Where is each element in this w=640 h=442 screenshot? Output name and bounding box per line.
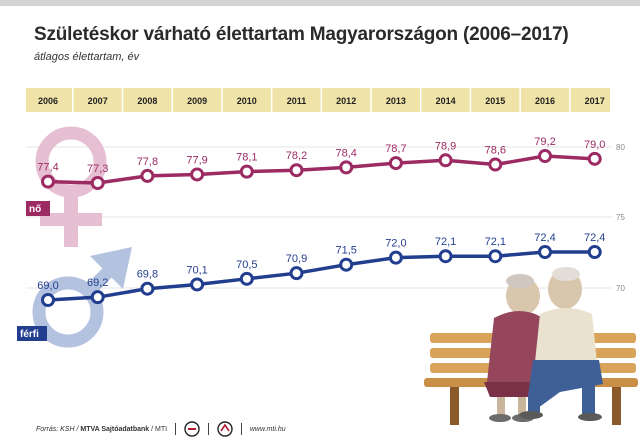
data-label: 69,8	[137, 269, 158, 281]
male-symbol-icon	[32, 247, 132, 348]
data-point	[538, 245, 552, 259]
x-tick-label: 2012	[336, 96, 356, 106]
y-tick-label: 80	[616, 143, 625, 152]
data-label: 72,1	[485, 236, 506, 248]
data-label: 77,8	[137, 156, 158, 168]
female-symbol-icon	[35, 126, 107, 247]
data-point	[438, 153, 453, 168]
data-label: 78,7	[385, 143, 406, 155]
y-axis-ticks: 70 75 80	[616, 143, 625, 293]
data-point	[339, 257, 354, 272]
series-line	[47, 250, 595, 302]
data-point	[587, 151, 602, 166]
data-point	[438, 249, 453, 264]
data-label: 77,4	[37, 162, 58, 174]
chart-title: Születéskor várható élettartam Magyarors…	[34, 24, 569, 45]
x-tick-label: 2013	[386, 96, 406, 106]
footer-separator	[175, 423, 177, 435]
data-point	[190, 167, 205, 182]
elderly-couple-illustration	[424, 267, 638, 425]
series-female: 77,4 77,3 77,8 77,9 78,1 78,2 78,4 78,7 78,9 78,6…	[37, 136, 605, 190]
footer-agency: MTVA Sajtóadatbank	[80, 425, 150, 433]
data-point	[388, 156, 403, 171]
y-tick-label: 75	[616, 213, 625, 222]
data-label: 69,0	[37, 280, 58, 292]
footer-source: Forrás: KSH /	[36, 425, 79, 433]
year-band	[26, 88, 610, 112]
data-label: 77,9	[186, 154, 207, 166]
data-label: 71,5	[335, 245, 356, 257]
data-point	[239, 271, 254, 286]
data-point	[41, 174, 55, 189]
data-label: 72,4	[534, 232, 555, 244]
footer-website: www.mti.hu	[249, 425, 286, 433]
x-tick-label: 2014	[436, 96, 456, 106]
data-label: 72,4	[584, 232, 605, 244]
top-rule	[0, 0, 640, 6]
data-label: 78,4	[335, 147, 356, 159]
data-point	[289, 163, 304, 178]
data-point	[140, 168, 155, 183]
x-tick-label: 2010	[237, 96, 257, 106]
footer: Forrás: KSH / MTVA Sajtóadatbank / MTI w…	[36, 421, 286, 437]
footer-separator	[240, 423, 242, 435]
data-point	[190, 277, 205, 292]
series-label-male: férfi	[17, 326, 47, 341]
x-tick-label: 2008	[137, 96, 157, 106]
data-label: 72,1	[435, 236, 456, 248]
mtva-logo-icon	[184, 421, 200, 437]
series-layer: 77,4 77,3 77,8 77,9 78,1 78,2 78,4 78,7 78,9 78,6…	[37, 136, 605, 307]
x-tick-label: 2015	[485, 96, 505, 106]
data-label: 78,1	[236, 152, 257, 164]
y-tick-label: 70	[616, 284, 625, 293]
data-point	[488, 157, 503, 172]
x-tick-label: 2007	[88, 96, 108, 106]
series-line	[47, 154, 595, 185]
data-point	[339, 160, 354, 175]
data-label: 70,5	[236, 259, 257, 271]
footer-agency-suffix: / MTI	[151, 425, 168, 433]
man-figure	[519, 267, 603, 421]
series-label-female: nő	[26, 201, 50, 216]
x-tick-label: 2011	[287, 96, 307, 106]
series-label-female-text: nő	[29, 204, 41, 215]
data-label: 70,9	[286, 253, 307, 265]
x-tick-label: 2016	[535, 96, 555, 106]
series-label-male-text: férfi	[20, 329, 39, 340]
data-label: 77,3	[87, 163, 108, 175]
data-point	[90, 290, 105, 305]
data-label: 70,1	[186, 264, 207, 276]
x-axis-labels: 2006 2007 2008 2009 2010 2011 2012 2013 2014 2015…	[38, 96, 605, 106]
data-point	[90, 176, 105, 190]
data-point	[289, 266, 304, 281]
mti-logo-icon	[217, 421, 233, 437]
data-label: 78,2	[286, 150, 307, 162]
series-male: 69,0 69,2 69,8 70,1 70,5 70,9 71,5 72,0 72,1 72,1…	[37, 232, 605, 307]
x-tick-label: 2017	[585, 96, 605, 106]
data-label: 79,0	[584, 139, 605, 151]
data-label: 78,9	[435, 140, 456, 152]
data-point	[587, 245, 602, 259]
data-label: 69,2	[87, 277, 108, 289]
data-label: 78,6	[485, 145, 506, 157]
data-point	[388, 250, 403, 265]
data-point	[538, 149, 552, 163]
data-point	[239, 164, 254, 179]
data-point	[140, 281, 155, 296]
chart-subtitle: átlagos élettartam, év	[34, 51, 140, 63]
x-tick-label: 2009	[187, 96, 207, 106]
x-tick-label: 2006	[38, 96, 58, 106]
data-label: 72,0	[385, 238, 406, 250]
data-label: 79,2	[534, 136, 555, 148]
footer-separator	[207, 423, 209, 435]
data-point	[488, 249, 503, 264]
data-point	[41, 293, 55, 307]
